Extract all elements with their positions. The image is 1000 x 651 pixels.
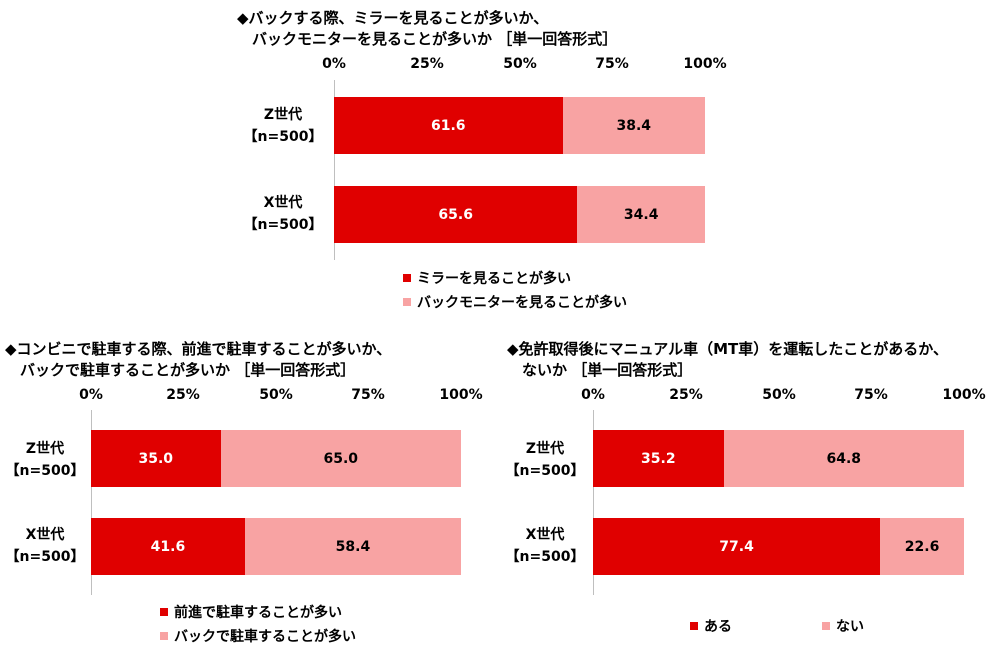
legend-label: ミラーを見ることが多い bbox=[417, 271, 571, 287]
legend-swatch bbox=[160, 608, 168, 616]
axis-tick-label: 50% bbox=[762, 387, 796, 403]
bar-segment: 22.6 bbox=[880, 518, 964, 575]
data-label: 65.6 bbox=[438, 206, 473, 223]
axis-line bbox=[91, 410, 92, 595]
axis-tick-label: 75% bbox=[351, 387, 385, 403]
chart-title: ◆免許取得後にマニュアル車（MT車）を運転したことがあるか、 ないか ［単一回答… bbox=[507, 340, 948, 379]
legend-swatch bbox=[403, 298, 411, 306]
chart-title: ◆コンビニで駐車する際、前進で駐車することが多いか、 バックで駐車することが多い… bbox=[5, 340, 392, 379]
axis-tick-label: 75% bbox=[854, 387, 888, 403]
data-label: 65.0 bbox=[323, 450, 359, 467]
category-label: X世代 【n=500】 bbox=[243, 195, 323, 233]
bar-segment: 35.0 bbox=[91, 430, 221, 487]
legend-item: ある bbox=[690, 616, 732, 636]
legend-swatch bbox=[690, 622, 698, 630]
category-label: Z世代 【n=500】 bbox=[505, 441, 585, 479]
data-label: 35.0 bbox=[138, 450, 174, 467]
legend-swatch bbox=[160, 632, 168, 640]
bar-row: 35.0 65.0 bbox=[91, 430, 461, 487]
bar-segment: 35.2 bbox=[593, 430, 724, 487]
bar-segment: 61.6 bbox=[334, 97, 563, 154]
axis-tick-label: 25% bbox=[166, 387, 200, 403]
axis-tick-label: 100% bbox=[942, 387, 986, 403]
bar-row: 65.6 34.4 bbox=[334, 186, 705, 243]
data-label: 38.4 bbox=[616, 117, 652, 134]
legend-item: ミラーを見ることが多い bbox=[403, 268, 571, 288]
axis-tick-label: 25% bbox=[669, 387, 703, 403]
axis-tick-label: 0% bbox=[322, 56, 346, 72]
data-label: 64.8 bbox=[826, 450, 862, 467]
axis-tick-label: 75% bbox=[595, 56, 629, 72]
data-label: 22.6 bbox=[904, 538, 940, 555]
legend-item: バックで駐車することが多い bbox=[160, 626, 356, 646]
chart-title: ◆バックする際、ミラーを見ることが多いか、 バックモニターを見ることが多いか ［… bbox=[237, 9, 618, 48]
axis-tick-label: 25% bbox=[410, 56, 444, 72]
axis-tick-label: 0% bbox=[79, 387, 103, 403]
legend-swatch bbox=[822, 622, 830, 630]
axis-line bbox=[593, 410, 594, 595]
legend-item: バックモニターを見ることが多い bbox=[403, 292, 627, 312]
legend-item: ない bbox=[822, 616, 864, 636]
legend-item: 前進で駐車することが多い bbox=[160, 602, 342, 622]
bar-segment: 41.6 bbox=[91, 518, 245, 575]
data-label: 41.6 bbox=[150, 538, 186, 555]
legend-label: ある bbox=[704, 619, 732, 635]
legend-label: 前進で駐車することが多い bbox=[174, 605, 342, 621]
legend-label: バックで駐車することが多い bbox=[174, 629, 356, 645]
axis-tick-label: 50% bbox=[503, 56, 537, 72]
axis-tick-label: 100% bbox=[439, 387, 483, 403]
data-label: 58.4 bbox=[335, 538, 371, 555]
category-label: Z世代 【n=500】 bbox=[243, 107, 323, 145]
bar-segment: 64.8 bbox=[723, 430, 964, 487]
bar-row: 61.6 38.4 bbox=[334, 97, 705, 154]
axis-tick-label: 0% bbox=[581, 387, 605, 403]
bar-segment: 77.4 bbox=[593, 518, 881, 575]
category-label: X世代 【n=500】 bbox=[505, 527, 585, 565]
plot-area: 35.2 64.8 77.4 22.6 bbox=[593, 410, 964, 595]
plot-area: 61.6 38.4 65.6 34.4 bbox=[334, 80, 705, 260]
bar-row: 77.4 22.6 bbox=[593, 518, 964, 575]
legend-label: ない bbox=[836, 619, 864, 635]
axis-tick-label: 50% bbox=[259, 387, 293, 403]
data-label: 35.2 bbox=[641, 450, 676, 467]
bar-segment: 34.4 bbox=[577, 186, 705, 243]
bar-segment: 65.0 bbox=[220, 430, 461, 487]
axis-line bbox=[334, 80, 335, 260]
data-label: 77.4 bbox=[719, 538, 754, 555]
category-label: X世代 【n=500】 bbox=[5, 527, 85, 565]
axis-tick-label: 100% bbox=[683, 56, 727, 72]
bar-segment: 38.4 bbox=[562, 97, 705, 154]
bar-segment: 65.6 bbox=[334, 186, 578, 243]
legend-swatch bbox=[403, 274, 411, 282]
legend-label: バックモニターを見ることが多い bbox=[417, 295, 627, 311]
data-label: 34.4 bbox=[623, 206, 659, 223]
bar-row: 35.2 64.8 bbox=[593, 430, 964, 487]
data-label: 61.6 bbox=[430, 117, 466, 134]
category-label: Z世代 【n=500】 bbox=[5, 441, 85, 479]
bar-segment: 58.4 bbox=[244, 518, 461, 575]
bar-row: 41.6 58.4 bbox=[91, 518, 461, 575]
plot-area: 35.0 65.0 41.6 58.4 bbox=[91, 410, 461, 595]
